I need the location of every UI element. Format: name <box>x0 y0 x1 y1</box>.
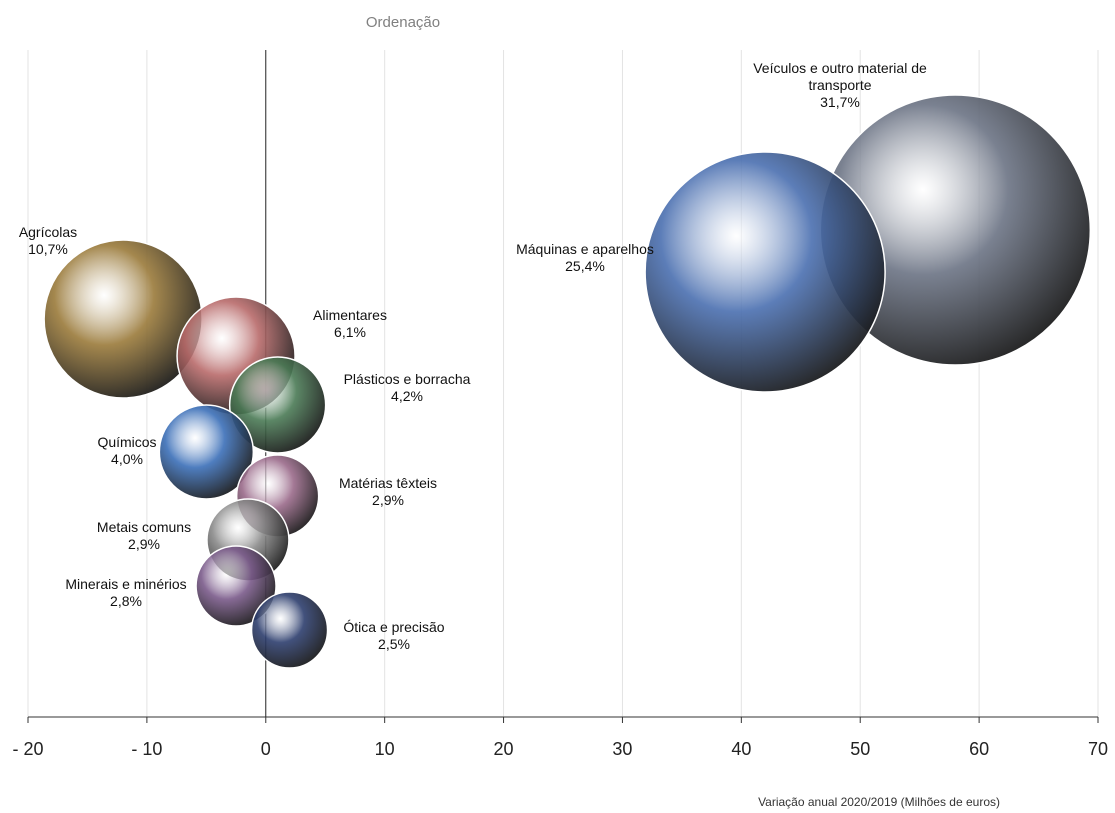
bubble-label: Químicos 4,0% <box>97 434 156 467</box>
x-tick-label: 50 <box>850 739 870 759</box>
bubble-label: Matérias têxteis 2,9% <box>339 475 437 508</box>
x-tick-label: 40 <box>731 739 751 759</box>
bubble-label: Alimentares 6,1% <box>313 307 387 340</box>
x-tick-label: - 20 <box>12 739 43 759</box>
x-tick-label: - 10 <box>131 739 162 759</box>
bubble <box>158 404 255 500</box>
bubble <box>43 239 203 399</box>
bubble-label: Veículos e outro material de transporte 31… <box>753 60 927 110</box>
x-tick-label: 10 <box>375 739 395 759</box>
bubbles <box>43 94 1092 669</box>
bubble-label: Máquinas e aparelhos 25,4% <box>516 241 654 274</box>
bubble-label: Ótica e precisão 2,5% <box>343 619 444 652</box>
bubble <box>644 151 886 393</box>
x-tick-label: 30 <box>612 739 632 759</box>
x-tick-label: 0 <box>261 739 271 759</box>
bubble-labels: Veículos e outro material de transporte 31… <box>19 60 927 652</box>
bubble-label: Agrícolas 10,7% <box>19 224 77 257</box>
bubble-label: Minerais e minérios 2,8% <box>65 576 186 609</box>
x-tick-label: 70 <box>1088 739 1108 759</box>
x-axis-label: Variação anual 2020/2019 (Milhões de eur… <box>758 795 1000 809</box>
chart-title: Ordenação <box>366 14 440 31</box>
x-tick-label: 60 <box>969 739 989 759</box>
bubble <box>228 356 327 454</box>
bubble <box>250 591 329 669</box>
bubble <box>195 545 277 627</box>
x-axis: - 20 - 10 0 10 20 30 40 50 60 70 <box>12 50 1108 759</box>
x-tick-label: 20 <box>494 739 514 759</box>
bubble-label: Plásticos e borracha 4,2% <box>344 371 471 404</box>
bubble-label: Metais comuns 2,9% <box>97 519 191 552</box>
